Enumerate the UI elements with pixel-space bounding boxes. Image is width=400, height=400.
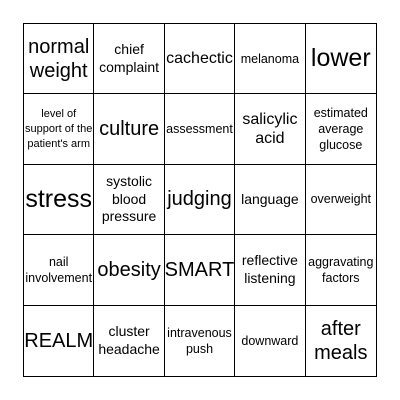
bingo-cell[interactable]: downward — [235, 305, 306, 376]
bingo-cell[interactable]: salicylic acid — [235, 94, 306, 165]
bingo-cell[interactable]: normal weight — [24, 24, 95, 95]
bingo-cell[interactable]: systolic blood pressure — [94, 164, 165, 236]
bingo-cell[interactable]: lower — [305, 24, 376, 95]
bingo-cell[interactable]: nail involvement — [24, 235, 95, 306]
bingo-cell[interactable]: cachectic — [164, 24, 236, 95]
bingo-cell[interactable]: level of support of the patient's arm — [24, 94, 95, 165]
bingo-cell[interactable]: cluster headache — [94, 305, 165, 376]
bingo-cell[interactable]: chief complaint — [94, 24, 165, 95]
bingo-cell[interactable]: estimated average glucose — [305, 94, 376, 165]
bingo-cell[interactable]: intravenous push — [165, 305, 236, 376]
bingo-cell[interactable]: overweight — [305, 165, 376, 236]
bingo-cell[interactable]: melanoma — [235, 24, 306, 95]
bingo-cell[interactable]: aggravating factors — [305, 235, 376, 306]
bingo-cell[interactable]: culture — [94, 94, 165, 165]
bingo-cell[interactable]: assessment — [164, 94, 236, 165]
bingo-cell[interactable]: REALM — [24, 305, 95, 376]
bingo-cell[interactable]: stress — [24, 164, 95, 236]
bingo-cell[interactable]: obesity — [94, 235, 165, 306]
bingo-board: normal weight chief complaint cachectic … — [23, 23, 377, 377]
bingo-cell[interactable]: language — [235, 164, 306, 236]
bingo-cell[interactable]: after meals — [314, 317, 368, 364]
bingo-cell[interactable]: judging — [164, 164, 236, 236]
bingo-cell[interactable]: SMART — [164, 235, 236, 306]
bingo-cell[interactable]: reflective listening — [235, 235, 306, 306]
